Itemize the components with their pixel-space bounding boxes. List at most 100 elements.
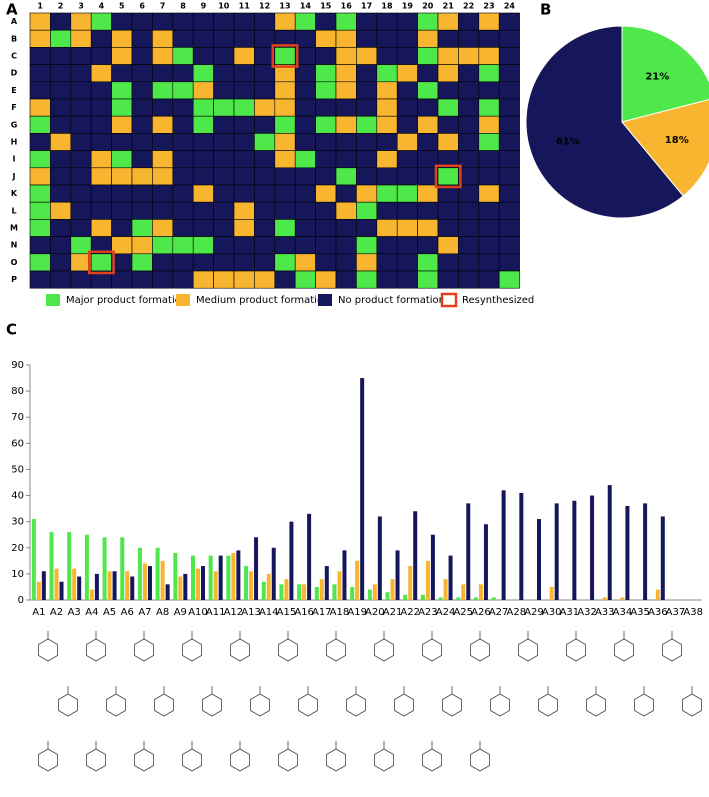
x-tick-label: A4: [85, 607, 98, 618]
cell: [376, 98, 398, 117]
cell: [376, 184, 398, 203]
cell: [50, 270, 72, 289]
cell: [356, 184, 378, 203]
cell: [111, 167, 133, 186]
cell: [90, 184, 112, 203]
cell: [111, 12, 133, 31]
structure-sketch: [374, 638, 394, 662]
structure-sketch: [134, 748, 154, 772]
cell: [274, 150, 296, 169]
bar: [466, 503, 471, 600]
cell: [131, 115, 153, 134]
cell: [356, 201, 378, 220]
cell: [254, 150, 276, 169]
bar: [456, 597, 461, 600]
cell: [498, 201, 520, 220]
cell: [172, 115, 194, 134]
bar: [102, 537, 107, 600]
x-tick-label: A17: [312, 607, 332, 618]
cell: [152, 150, 174, 169]
cell: [192, 47, 214, 65]
bar: [420, 594, 425, 600]
x-tick-label: A1: [32, 607, 45, 618]
pie-label: 61%: [556, 137, 580, 148]
cell: [437, 98, 459, 117]
row-label: O: [11, 258, 18, 267]
bar: [112, 571, 117, 600]
cell: [315, 47, 337, 65]
cell: [294, 133, 316, 151]
cell: [254, 201, 276, 220]
cell: [458, 81, 480, 100]
cell: [192, 219, 214, 237]
x-tick-label: A10: [188, 607, 208, 618]
cell: [233, 219, 255, 237]
cell: [29, 12, 51, 31]
row-label: A: [11, 17, 18, 26]
cell: [233, 12, 255, 31]
cell: [29, 201, 51, 220]
cell: [192, 64, 214, 83]
cell: [172, 29, 194, 48]
cell: [254, 219, 276, 237]
cell: [294, 219, 316, 237]
cell: [498, 133, 520, 151]
cell: [172, 12, 194, 31]
pie-slice: [525, 25, 684, 219]
cell: [478, 133, 500, 151]
pie-label: 21%: [645, 71, 669, 82]
cell: [396, 236, 418, 255]
cell: [192, 133, 214, 151]
column-label: 6: [139, 2, 145, 11]
bar: [271, 547, 276, 600]
structure-sketch: [230, 748, 250, 772]
cell: [172, 47, 194, 65]
column-label: 13: [279, 2, 290, 11]
bar: [72, 568, 77, 600]
cell: [90, 167, 112, 186]
cell: [458, 219, 480, 237]
cell: [152, 81, 174, 100]
bar: [201, 566, 205, 600]
cell: [111, 184, 133, 203]
cell: [437, 29, 459, 48]
cell: [335, 12, 357, 31]
y-tick-label: 30: [11, 517, 24, 528]
structure-sketch: [422, 748, 442, 772]
cell: [274, 184, 296, 203]
cell: [335, 150, 357, 169]
cell: [131, 29, 153, 48]
cell: [315, 115, 337, 134]
cell: [29, 81, 51, 100]
bar: [620, 597, 625, 600]
panel-label: C: [6, 321, 17, 339]
cell: [70, 219, 92, 237]
y-tick-label: 10: [11, 569, 24, 580]
cell: [131, 47, 153, 65]
cell: [417, 201, 439, 220]
structure-sketch: [86, 748, 106, 772]
cell: [376, 81, 398, 100]
cell: [458, 253, 480, 272]
cell: [213, 133, 235, 151]
x-tick-label: A29: [524, 607, 544, 618]
bar: [279, 584, 284, 600]
cell: [233, 81, 255, 100]
cell: [335, 236, 357, 255]
bar: [625, 506, 630, 600]
cell: [294, 201, 316, 220]
row-label: H: [11, 138, 18, 147]
cell: [70, 201, 92, 220]
row-label: N: [11, 241, 18, 250]
cell: [376, 167, 398, 186]
cell: [213, 47, 235, 65]
cell: [29, 47, 51, 65]
cell: [294, 98, 316, 117]
cell: [111, 133, 133, 151]
cell: [111, 115, 133, 134]
x-tick-label: A34: [613, 607, 633, 618]
cell: [356, 115, 378, 134]
column-label: 1: [37, 2, 43, 11]
cell: [192, 12, 214, 31]
cell: [213, 64, 235, 83]
